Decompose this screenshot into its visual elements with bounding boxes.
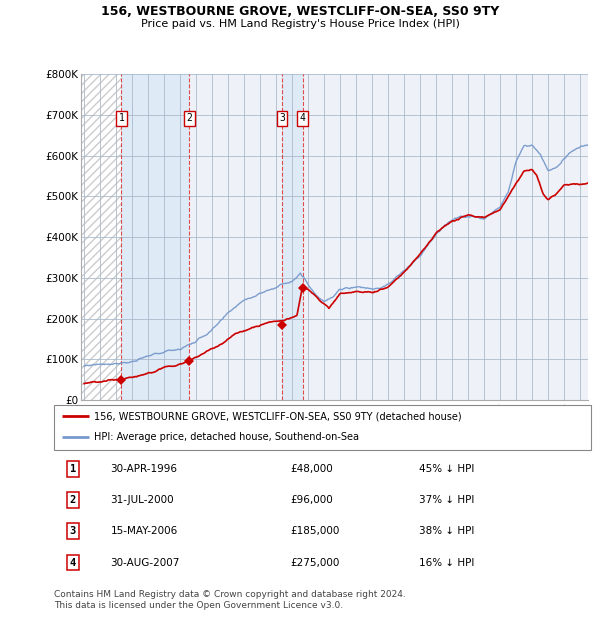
Text: 3: 3 [70, 526, 76, 536]
Bar [121, 74, 190, 400]
Text: 30-AUG-2007: 30-AUG-2007 [110, 557, 180, 567]
Text: 3: 3 [279, 113, 285, 123]
Text: 16% ↓ HPI: 16% ↓ HPI [419, 557, 475, 567]
Bar [81, 74, 121, 400]
Text: £275,000: £275,000 [290, 557, 340, 567]
Text: 4: 4 [70, 557, 76, 567]
Bar [282, 74, 302, 400]
Text: HPI: Average price, detached house, Southend-on-Sea: HPI: Average price, detached house, Sout… [94, 432, 359, 442]
Text: £96,000: £96,000 [290, 495, 333, 505]
FancyBboxPatch shape [54, 405, 591, 450]
Text: 156, WESTBOURNE GROVE, WESTCLIFF-ON-SEA, SS0 9TY (detached house): 156, WESTBOURNE GROVE, WESTCLIFF-ON-SEA,… [94, 412, 462, 422]
Text: 37% ↓ HPI: 37% ↓ HPI [419, 495, 475, 505]
Text: 2: 2 [187, 113, 193, 123]
Text: £185,000: £185,000 [290, 526, 340, 536]
Text: 1: 1 [70, 464, 76, 474]
Text: 38% ↓ HPI: 38% ↓ HPI [419, 526, 475, 536]
Text: 156, WESTBOURNE GROVE, WESTCLIFF-ON-SEA, SS0 9TY: 156, WESTBOURNE GROVE, WESTCLIFF-ON-SEA,… [101, 5, 499, 18]
Text: Price paid vs. HM Land Registry's House Price Index (HPI): Price paid vs. HM Land Registry's House … [140, 19, 460, 29]
Text: 30-APR-1996: 30-APR-1996 [110, 464, 178, 474]
Bar [81, 74, 121, 400]
Text: 31-JUL-2000: 31-JUL-2000 [110, 495, 174, 505]
Text: 15-MAY-2006: 15-MAY-2006 [110, 526, 178, 536]
Text: 1: 1 [119, 113, 124, 123]
Text: Contains HM Land Registry data © Crown copyright and database right 2024.
This d: Contains HM Land Registry data © Crown c… [54, 590, 406, 609]
Text: 45% ↓ HPI: 45% ↓ HPI [419, 464, 475, 474]
Text: 2: 2 [70, 495, 76, 505]
Text: 4: 4 [300, 113, 305, 123]
Text: £48,000: £48,000 [290, 464, 333, 474]
